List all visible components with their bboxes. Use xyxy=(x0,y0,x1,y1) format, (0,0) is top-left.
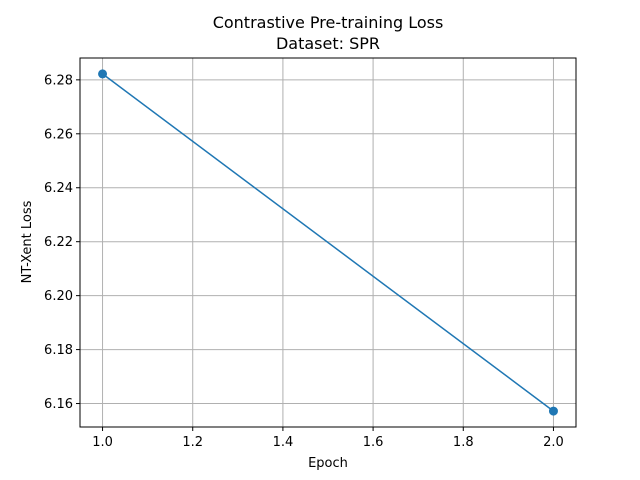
x-tick-label: 1.4 xyxy=(273,435,294,450)
y-tick-label: 6.20 xyxy=(44,289,73,304)
y-tick-label: 6.26 xyxy=(44,127,73,142)
y-axis-label: NT-Xent Loss xyxy=(20,200,35,283)
y-tick-label: 6.22 xyxy=(44,235,73,250)
y-tick-label: 6.28 xyxy=(44,73,73,88)
series-line xyxy=(102,73,554,412)
x-tick-label: 1.8 xyxy=(453,435,474,450)
data-point xyxy=(98,69,108,79)
x-tick-label: 1.6 xyxy=(363,435,384,450)
tick-layer: 1.0 1.2 1.4 1.6 1.8 2.0 6.16 6.18 6.20 6.22 6.24 6.… xyxy=(44,73,564,450)
x-tick-label: 1.2 xyxy=(182,435,203,450)
y-tick-label: 6.18 xyxy=(44,343,73,358)
plot-frame xyxy=(79,57,577,428)
grid-layer xyxy=(80,58,576,427)
x-tick-label: 1.0 xyxy=(92,435,113,450)
chart-title: Contrastive Pre-training Loss xyxy=(213,13,444,32)
x-axis-label: Epoch xyxy=(308,456,348,471)
y-tick-label: 6.24 xyxy=(44,181,73,196)
y-tick-label: 6.16 xyxy=(44,397,73,412)
data-point xyxy=(548,406,558,416)
series-layer xyxy=(98,69,558,416)
x-tick-label: 2.0 xyxy=(543,435,564,450)
chart-subtitle: Dataset: SPR xyxy=(276,34,380,53)
